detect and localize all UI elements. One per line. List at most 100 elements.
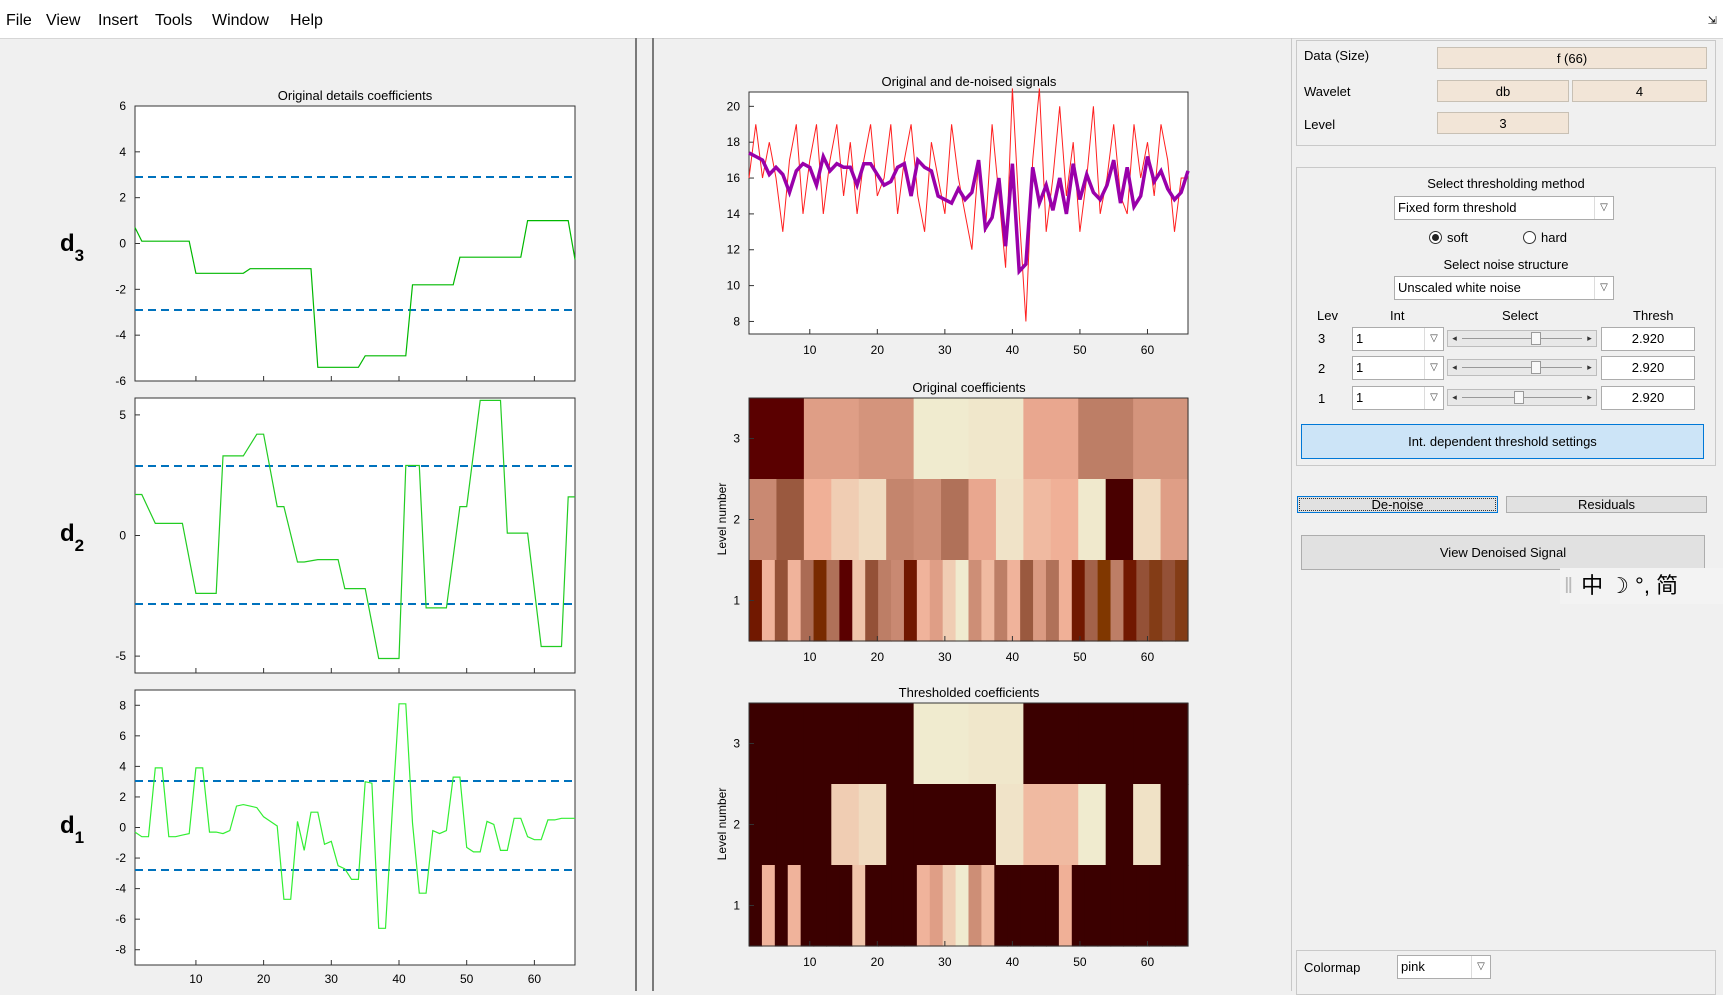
heatmap-cell	[929, 865, 944, 947]
signal-title: Original and de-noised signals	[882, 74, 1057, 89]
view-denoised-signal-button[interactable]: View Denoised Signal	[1301, 535, 1705, 570]
level-tick-label: 3	[733, 432, 740, 446]
thresholded-coefficients-level-ticks: 3 2 1	[733, 737, 754, 913]
y-tick-label: 18	[727, 135, 741, 149]
thresh-field-level-3[interactable]: 2.920	[1601, 327, 1695, 351]
menu-window[interactable]: Window	[212, 12, 269, 29]
heatmap-cell	[1007, 560, 1021, 642]
threshold-method-value: Fixed form threshold	[1398, 200, 1517, 215]
col-int-header: Int	[1390, 308, 1405, 323]
menu-file[interactable]: File	[6, 12, 32, 29]
y-tick-label: 5	[119, 408, 126, 422]
int-select-level-3[interactable]: 1 ▽	[1352, 327, 1444, 351]
data-panel	[1296, 40, 1716, 146]
x-tick-label: 20	[871, 343, 885, 357]
menu-view[interactable]: View	[46, 12, 81, 29]
y-tick-label: -2	[115, 851, 126, 865]
slider-right-arrow-icon[interactable]: ▸	[1587, 362, 1592, 372]
d3-y-ticks: 6 4 2 0 -2 -4 -6	[115, 99, 140, 388]
heatmap-cell	[1123, 560, 1137, 642]
noise-structure-select[interactable]: Unscaled white noise ▽	[1394, 276, 1614, 300]
thresh-field-level-2[interactable]: 2.920	[1601, 356, 1695, 380]
heatmap-cell	[1058, 865, 1073, 947]
heatmap-cell	[787, 560, 802, 642]
original-coefficients-heatmap	[749, 398, 1189, 642]
heatmap-cell	[994, 560, 1008, 642]
heatmap-cell	[1078, 479, 1107, 561]
soft-radio[interactable]: soft	[1429, 230, 1468, 245]
hard-radio[interactable]: hard	[1523, 230, 1567, 245]
x-tick-label: 40	[1006, 955, 1020, 969]
heatmap-cell	[803, 479, 832, 561]
colormap-label: Colormap	[1304, 960, 1361, 975]
slider-thumb[interactable]	[1514, 391, 1524, 404]
menu-tools[interactable]: Tools	[155, 12, 193, 29]
y-tick-label: -8	[115, 943, 126, 957]
x-tick-label: 60	[1141, 955, 1155, 969]
heatmap-cell	[1105, 784, 1134, 866]
slider-right-arrow-icon[interactable]: ▸	[1587, 392, 1592, 402]
y-tick-label: 14	[727, 207, 741, 221]
heatmap-cell	[1050, 479, 1079, 561]
heatmap-cell	[1020, 560, 1034, 642]
heatmap-cell	[886, 784, 915, 866]
heatmap-cell	[1160, 479, 1189, 561]
heatmap-cell	[886, 479, 915, 561]
heatmap-cell	[1033, 865, 1047, 947]
threshold-slider-level-1[interactable]: ◂ ▸	[1447, 389, 1597, 406]
heatmap-cell	[761, 560, 776, 642]
heatmap-cell	[1162, 865, 1176, 947]
int-value-level-1: 1	[1356, 390, 1364, 405]
signal-x-ticks: 10 20 30 40 50 60	[803, 329, 1154, 357]
heatmap-cell	[1123, 865, 1137, 947]
x-tick-label: 50	[1073, 650, 1087, 664]
dock-pin-icon[interactable]: ⇲	[1707, 15, 1717, 27]
int-select-level-2[interactable]: 1 ▽	[1352, 356, 1444, 380]
heatmap-cell	[813, 865, 828, 947]
heatmap-cell	[1175, 865, 1189, 947]
slider-thumb[interactable]	[1531, 332, 1541, 345]
level-row-label: 3	[1318, 331, 1326, 346]
slider-left-arrow-icon[interactable]: ◂	[1452, 362, 1457, 372]
menu-bar: File View Insert Tools Window Help ⇲	[0, 0, 1723, 39]
heatmap-cell	[831, 784, 860, 866]
residuals-button[interactable]: Residuals	[1506, 496, 1707, 513]
menu-help[interactable]: Help	[290, 12, 323, 29]
colormap-select[interactable]: pink ▽	[1397, 955, 1491, 979]
heatmap-cell	[994, 865, 1008, 947]
d1-line	[134, 703, 575, 929]
control-panel-divider	[1291, 38, 1292, 991]
heatmap-cell	[774, 865, 789, 947]
x-tick-label: 20	[257, 972, 271, 986]
d1-axes	[134, 689, 576, 966]
data-label: Data (Size)	[1304, 48, 1370, 63]
heatmap-cell	[878, 560, 892, 642]
y-tick-label: 8	[733, 314, 740, 328]
y-tick-label: -5	[115, 649, 126, 663]
slider-left-arrow-icon[interactable]: ◂	[1452, 392, 1457, 402]
heatmap-cell	[1133, 398, 1189, 480]
heatmap-cell	[852, 865, 866, 947]
d2-axes	[134, 397, 576, 674]
y-tick-label: -6	[115, 374, 126, 388]
x-tick-label: 30	[325, 972, 339, 986]
threshold-method-select[interactable]: Fixed form threshold ▽	[1394, 196, 1614, 220]
heatmap-cell	[981, 560, 995, 642]
heatmap-cell	[852, 560, 866, 642]
denoise-button[interactable]: De-noise	[1297, 496, 1498, 513]
slider-right-arrow-icon[interactable]: ▸	[1587, 333, 1592, 343]
int-dependent-threshold-button[interactable]: Int. dependent threshold settings	[1301, 424, 1704, 459]
int-select-level-1[interactable]: 1 ▽	[1352, 386, 1444, 410]
slider-thumb[interactable]	[1531, 361, 1541, 374]
thresh-field-level-1[interactable]: 2.920	[1601, 386, 1695, 410]
slider-left-arrow-icon[interactable]: ◂	[1452, 333, 1457, 343]
hard-label: hard	[1541, 230, 1568, 245]
d3-axes	[134, 105, 576, 382]
threshold-slider-level-2[interactable]: ◂ ▸	[1447, 359, 1597, 376]
heatmap-cell	[776, 479, 805, 561]
noise-structure-label: Select noise structure	[1443, 257, 1569, 272]
menu-insert[interactable]: Insert	[98, 12, 139, 29]
threshold-slider-level-3[interactable]: ◂ ▸	[1447, 330, 1597, 347]
heatmap-cell	[1133, 784, 1162, 866]
ime-toolbar[interactable]: ‖ 中 ☽ °, 简	[1560, 568, 1723, 604]
